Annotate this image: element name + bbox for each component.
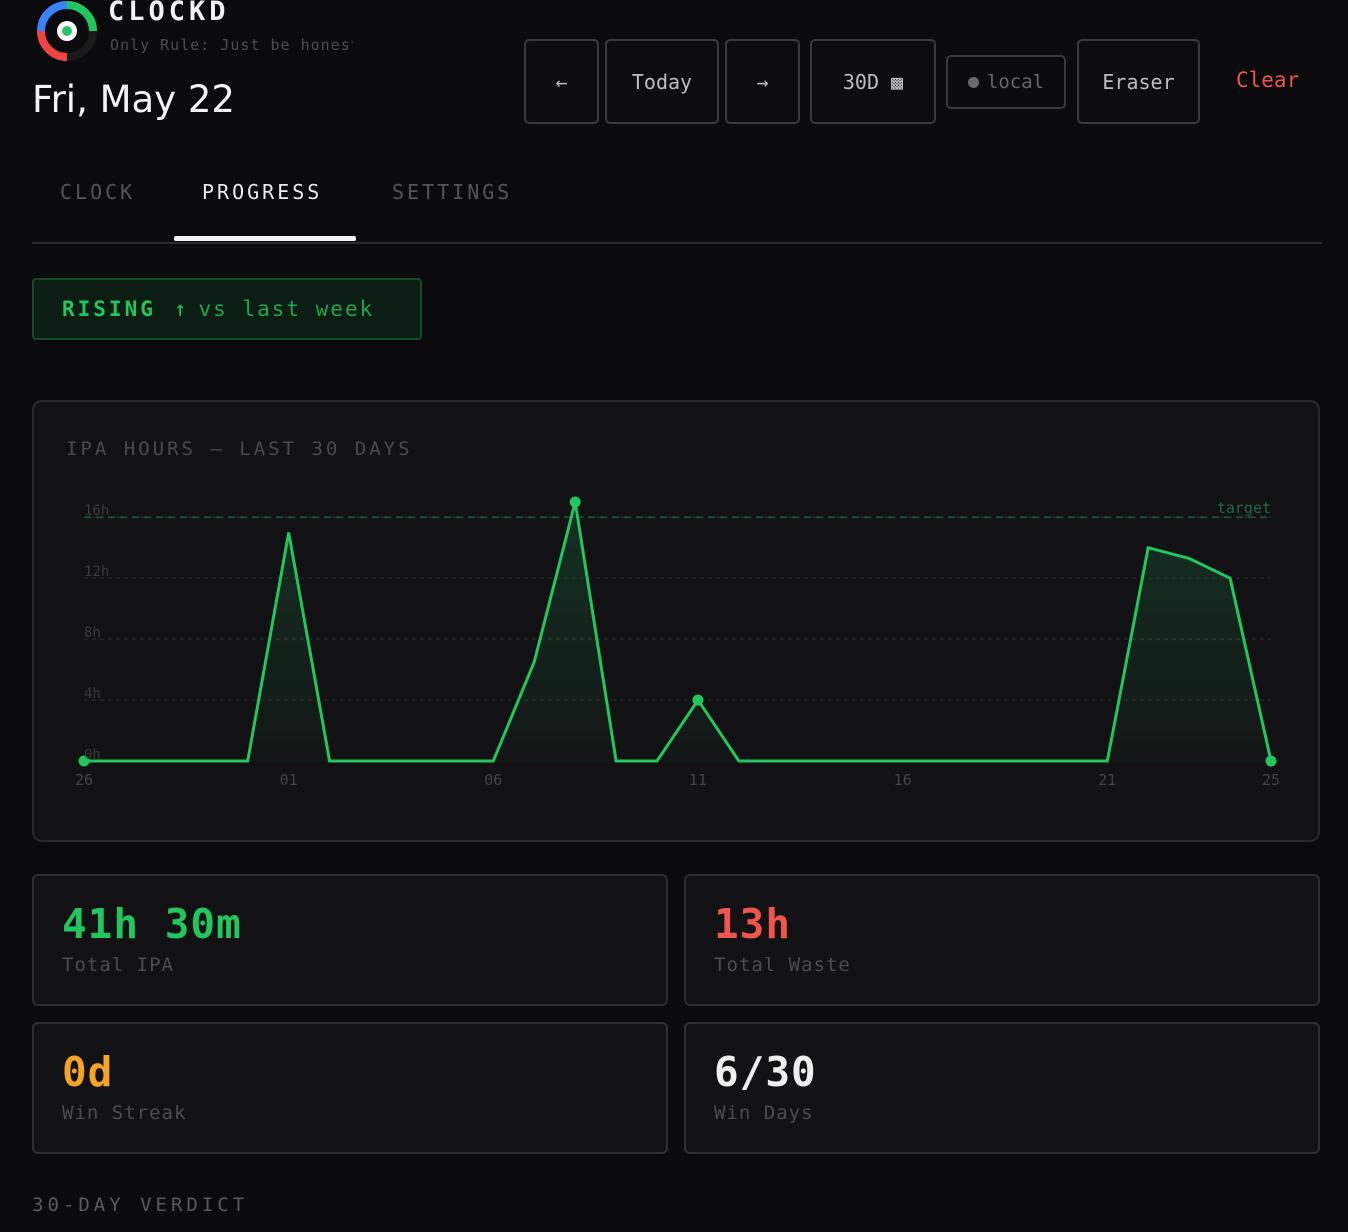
y-tick-label: 4h xyxy=(84,686,101,702)
stat-label-total-waste: Total Waste xyxy=(714,954,851,976)
ipa-hours-chart-card: IPA HOURS — LAST 30 DAYS 0h 4h 8h 12h 16h tar… xyxy=(32,400,1320,842)
current-date: Fri, May 22 xyxy=(32,78,235,121)
tab-clock[interactable]: CLOCK xyxy=(60,180,136,204)
chart-title: IPA HOURS — LAST 30 DAYS xyxy=(66,438,413,460)
stat-value-total-waste: 13h xyxy=(714,900,792,948)
data-point xyxy=(1265,755,1277,767)
arrow-right-icon: → xyxy=(756,69,769,94)
storage-local-label: local xyxy=(986,71,1045,93)
stat-label-win-days: Win Days xyxy=(714,1102,814,1124)
x-tick-label: 25 xyxy=(1262,771,1280,789)
x-tick-label: 26 xyxy=(75,771,93,789)
eraser-button[interactable]: Eraser xyxy=(1077,39,1200,124)
stat-label-win-streak: Win Streak xyxy=(62,1102,187,1124)
stat-label-total-ipa: Total IPA xyxy=(62,954,174,976)
y-tick-label: 12h xyxy=(84,564,109,580)
x-tick-label: 01 xyxy=(280,771,298,789)
stat-card-total-ipa: 41h 30m Total IPA xyxy=(32,874,668,1006)
x-tick-label: 06 xyxy=(484,771,502,789)
trend-word: RISING xyxy=(62,297,156,321)
target-label: target xyxy=(1217,499,1271,517)
series-line xyxy=(84,501,1273,763)
x-tick-label: 21 xyxy=(1098,771,1116,789)
y-tick-label: 0h xyxy=(84,747,101,763)
x-tick-label: 11 xyxy=(689,771,707,789)
stat-value-win-days: 6/30 xyxy=(714,1048,817,1096)
clear-button[interactable]: Clear xyxy=(1236,68,1300,92)
next-day-button[interactable]: → xyxy=(725,39,800,124)
data-point xyxy=(78,755,90,767)
app-title: CLOCKD xyxy=(108,0,230,27)
stat-card-win-streak: 0d Win Streak xyxy=(32,1022,668,1154)
status-dot-icon xyxy=(967,76,979,88)
tab-bar: CLOCK PROGRESS SETTINGS xyxy=(32,160,1322,244)
y-tick-label: 8h xyxy=(84,625,101,641)
tab-progress[interactable]: PROGRESS xyxy=(202,180,323,204)
previous-day-button[interactable]: ← xyxy=(524,39,599,124)
stat-card-win-days: 6/30 Win Days xyxy=(684,1022,1320,1154)
verdict-heading: 30-DAY VERDICT xyxy=(32,1194,249,1216)
arrow-left-icon: ← xyxy=(555,69,568,94)
series-area xyxy=(84,502,1271,761)
ipa-hours-line-chart: 0h 4h 8h 12h 16h target 26 01 06 11 16 21 25 xyxy=(75,496,1280,789)
data-point xyxy=(692,694,704,706)
data-point xyxy=(569,496,581,508)
range-30d-button[interactable]: 30D ▩ xyxy=(810,39,936,124)
active-tab-indicator xyxy=(174,236,356,241)
stat-card-total-waste: 13h Total Waste xyxy=(684,874,1320,1006)
tab-settings[interactable]: SETTINGS xyxy=(392,180,513,204)
app-tagline: Only Rule: Just be honest xyxy=(110,36,353,54)
storage-local-badge[interactable]: local xyxy=(946,55,1066,109)
clockd-logo-icon xyxy=(37,1,97,61)
trend-badge: RISING ↑ vs last week xyxy=(32,278,422,340)
y-tick-label: 16h xyxy=(84,503,109,519)
trend-comparison: vs last week xyxy=(198,297,375,321)
today-button[interactable]: Today xyxy=(605,39,719,124)
stat-value-win-streak: 0d xyxy=(62,1048,114,1096)
stat-value-total-ipa: 41h 30m xyxy=(62,900,242,948)
arrow-up-icon: ↑ xyxy=(173,297,189,321)
x-tick-label: 16 xyxy=(894,771,912,789)
